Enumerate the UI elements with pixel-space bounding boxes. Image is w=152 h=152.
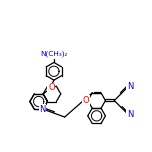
Text: O: O	[48, 83, 55, 92]
Text: N: N	[127, 82, 133, 91]
Text: O: O	[83, 96, 89, 105]
Text: N(CH₃)₂: N(CH₃)₂	[40, 50, 68, 57]
Text: N: N	[39, 105, 46, 114]
Text: N: N	[127, 110, 133, 119]
